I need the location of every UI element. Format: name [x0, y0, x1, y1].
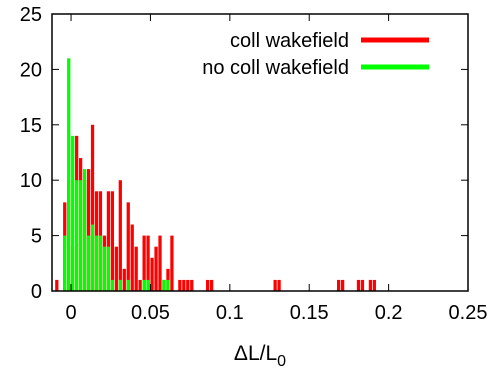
x-axis-label-main: ΔL/L: [234, 342, 277, 365]
y-tick-label: 10: [20, 170, 42, 192]
y-tick-label: 5: [31, 226, 42, 248]
histogram-bar: [368, 279, 373, 291]
histogram-bar: [90, 224, 95, 291]
histogram-bar: [146, 235, 150, 291]
x-tick-label: 0.1: [216, 302, 244, 324]
histogram-bar: [142, 279, 146, 291]
histogram-bar: [122, 268, 126, 291]
histogram-bar: [372, 279, 376, 291]
y-tick-label: 25: [20, 4, 42, 26]
histogram-bar: [142, 235, 146, 291]
histogram-bar: [118, 180, 122, 291]
x-tick-label: 0.25: [449, 302, 488, 324]
bars-layer: [55, 58, 376, 291]
histogram-bar: [106, 191, 111, 291]
histogram-bar: [55, 279, 59, 291]
histogram-bar: [146, 279, 150, 291]
histogram-bar: [337, 279, 341, 291]
histogram-bar: [90, 124, 95, 291]
histogram-bar: [98, 235, 103, 291]
histogram-bar: [178, 279, 182, 291]
histogram-bar: [277, 279, 281, 291]
histogram-bar: [86, 169, 91, 291]
ticks-layer: 0 0.05 0.1 0.15 0.2 0.25 0 5 10 15 20 25: [20, 4, 488, 324]
histogram-bar: [67, 58, 71, 291]
histogram-bar: [190, 279, 194, 291]
legend-label: no coll wakefield: [202, 57, 349, 79]
histogram-bar: [114, 246, 118, 291]
histogram-bar: [150, 257, 154, 291]
histogram-bar: [206, 279, 210, 291]
histogram-bar: [158, 235, 162, 291]
histogram-bar: [75, 180, 79, 291]
histogram-bar: [106, 246, 111, 291]
histogram-bar: [356, 279, 361, 291]
x-tick-label: 0.05: [131, 302, 170, 324]
histogram-bar: [166, 268, 170, 291]
histogram-bar: [130, 224, 134, 291]
histogram-bar: [86, 235, 91, 291]
histogram-bar: [162, 279, 166, 291]
histogram-bar: [360, 279, 365, 291]
x-tick-label: 0.15: [290, 302, 329, 324]
x-tick-label: 0.2: [375, 302, 403, 324]
histogram-bar: [110, 191, 114, 291]
histogram-bar: [182, 279, 186, 291]
histogram-bar: [71, 135, 75, 291]
histogram-bar: [209, 279, 214, 291]
histogram-bar: [126, 279, 130, 291]
x-tick-label: 0: [65, 302, 76, 324]
histogram-bar: [154, 246, 158, 291]
histogram-bar: [102, 246, 107, 291]
histogram-bar: [170, 235, 174, 291]
histogram-bar: [94, 235, 99, 291]
histogram-bar: [138, 279, 142, 291]
y-tick-label: 15: [20, 115, 42, 137]
legend-label: coll wakefield: [230, 30, 349, 52]
histogram-bar: [166, 279, 170, 291]
y-tick-label: 20: [20, 59, 42, 81]
histogram-bar: [110, 279, 114, 291]
histogram-bar: [82, 169, 87, 291]
x-axis-label-subscript: 0: [277, 353, 286, 370]
histogram-bar: [186, 279, 190, 291]
histogram-bar: [63, 235, 67, 291]
histogram-bar: [118, 279, 122, 291]
y-tick-label: 0: [31, 281, 42, 303]
plot-frame: [51, 13, 469, 292]
x-axis-label: ΔL/L0: [234, 342, 286, 370]
series-no-coll-wakefield: [63, 58, 170, 291]
histogram-bar: [340, 279, 345, 291]
histogram-bar: [78, 180, 83, 291]
histogram-bar: [126, 202, 130, 291]
histogram-bar: [273, 279, 277, 291]
histogram-bar: [134, 246, 138, 291]
legend: coll wakefield no coll wakefield: [202, 30, 429, 79]
